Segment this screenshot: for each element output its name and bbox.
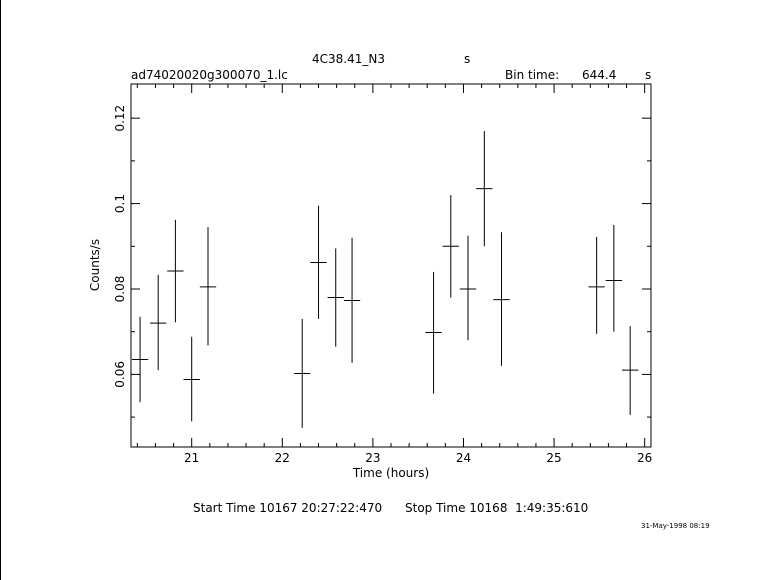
data-point (327, 248, 344, 347)
x-tick-label: 23 (365, 451, 380, 465)
data-point (167, 219, 184, 323)
data-point (476, 130, 493, 247)
object-name: 4C38.41_N3 (312, 52, 385, 66)
data-point (622, 326, 639, 415)
bin-time-label: Bin time: (505, 68, 560, 82)
data-point (131, 316, 149, 403)
file-name: ad74020020g300070_1.lc (131, 68, 288, 82)
axis-ticks (131, 84, 651, 447)
x-tick-label: 24 (456, 451, 471, 465)
bin-time-value: 644.4 (582, 68, 617, 82)
data-point (425, 271, 442, 394)
data-point (150, 274, 167, 371)
start-time: Start Time 10167 20:27:22:470 (193, 501, 383, 515)
data-point (294, 318, 311, 428)
y-tick-label: 0.08 (113, 276, 127, 303)
data-point (493, 232, 510, 366)
data-point (343, 237, 361, 363)
y-tick-label: 0.1 (113, 194, 127, 213)
x-tick-label: 22 (275, 451, 290, 465)
plot-timestamp: 31-May-1998 08:19 (641, 522, 710, 530)
x-axis-label: Time (hours) (352, 466, 429, 480)
bin-time-unit: s (645, 68, 652, 82)
data-points (131, 130, 639, 428)
data-point (183, 336, 200, 422)
data-point (605, 224, 623, 332)
tick-labels: 21 22 23 24 25 26 0.06 0.08 0.1 0.12 (113, 105, 652, 465)
data-point (310, 205, 327, 319)
x-tick-label: 25 (546, 451, 561, 465)
object-unit: s (464, 52, 471, 66)
y-tick-label: 0.12 (113, 105, 127, 132)
x-tick-label: 26 (637, 451, 652, 465)
data-point (588, 236, 605, 334)
x-tick-label: 21 (184, 451, 199, 465)
y-tick-label: 0.06 (113, 361, 127, 388)
y-axis-label: Counts/s (88, 239, 102, 291)
stop-time: Stop Time 10168 1:49:35:610 (405, 501, 589, 515)
plot-frame (130, 83, 652, 448)
data-point (459, 235, 477, 341)
data-point (199, 227, 217, 346)
window-left-border (0, 0, 1, 580)
data-point (442, 195, 459, 298)
